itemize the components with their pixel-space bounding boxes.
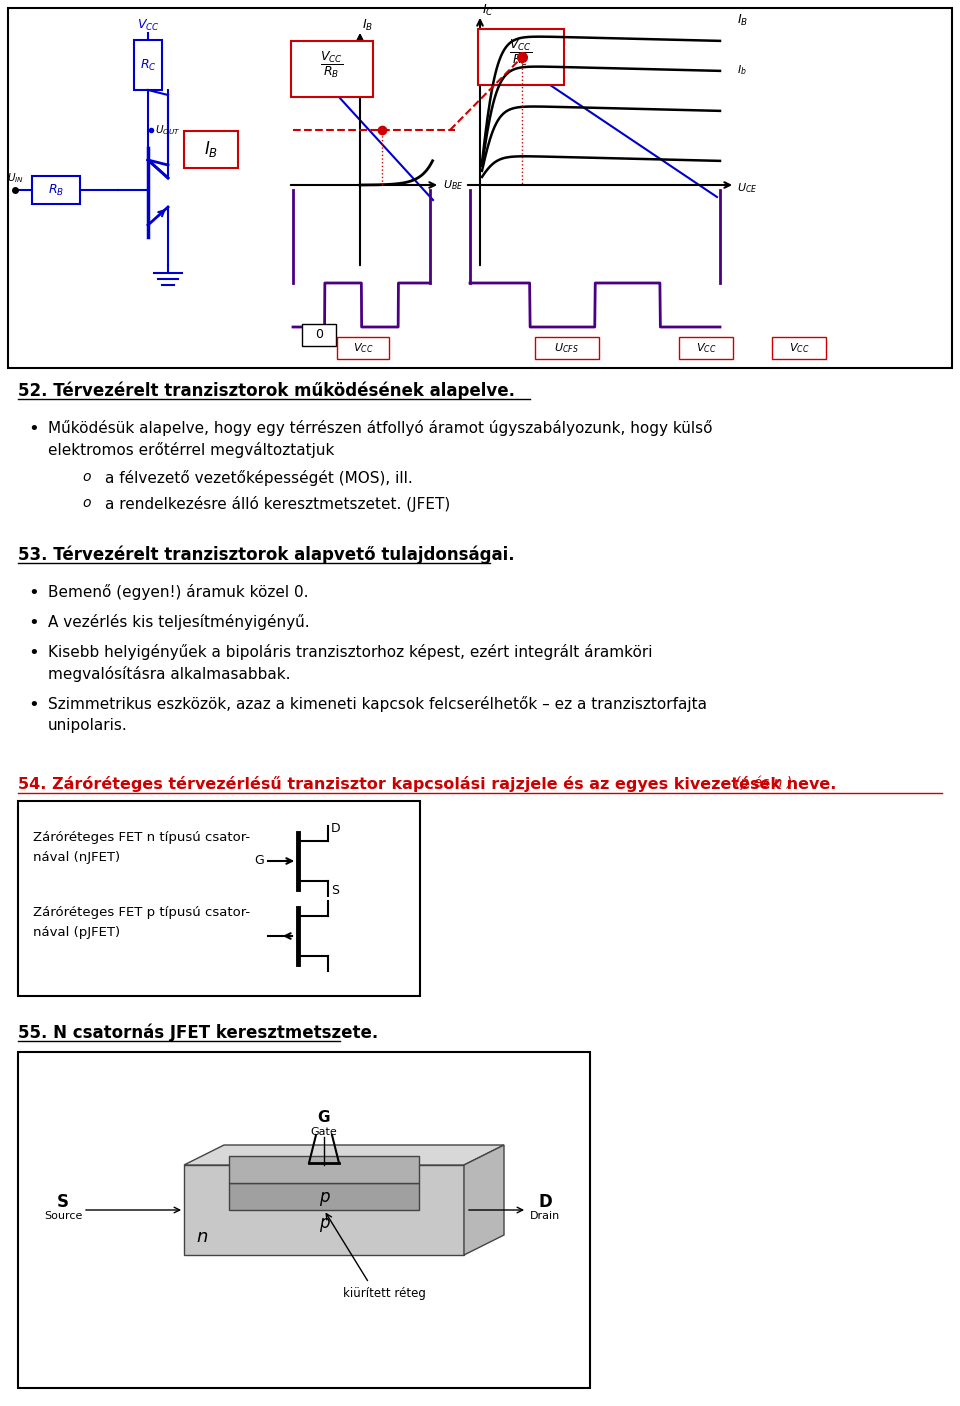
Text: S: S bbox=[331, 884, 339, 897]
Text: •: • bbox=[28, 696, 38, 714]
Bar bbox=[229, 1156, 419, 1182]
Text: a félvezető vezetőképességét (MOS), ill.: a félvezető vezetőképességét (MOS), ill. bbox=[105, 470, 413, 486]
Text: Bemenő (egyen!) áramuk közel 0.: Bemenő (egyen!) áramuk közel 0. bbox=[48, 583, 308, 600]
Text: n: n bbox=[196, 1227, 207, 1246]
Bar bbox=[18, 801, 420, 995]
Text: 0: 0 bbox=[315, 329, 323, 342]
Text: $R_B$: $R_B$ bbox=[48, 183, 64, 198]
Text: $U_{BE}$: $U_{BE}$ bbox=[443, 179, 464, 191]
FancyBboxPatch shape bbox=[679, 337, 733, 359]
FancyBboxPatch shape bbox=[302, 323, 336, 346]
Text: $I_B$: $I_B$ bbox=[204, 139, 218, 159]
Text: $U_{IN}$: $U_{IN}$ bbox=[7, 172, 23, 186]
Text: nával (nJFET): nával (nJFET) bbox=[33, 851, 120, 865]
Text: D: D bbox=[539, 1194, 552, 1211]
Text: 52. Térvezérelt tranzisztorok működésének alapelve.: 52. Térvezérelt tranzisztorok működéséne… bbox=[18, 382, 515, 401]
FancyBboxPatch shape bbox=[337, 337, 389, 359]
Text: S: S bbox=[57, 1194, 69, 1211]
Bar bbox=[18, 1052, 590, 1388]
Text: $U_{OUT}$: $U_{OUT}$ bbox=[155, 124, 180, 136]
Text: a rendelkezésre álló keresztmetszetet. (JFET): a rendelkezésre álló keresztmetszetet. (… bbox=[105, 496, 450, 512]
Text: Szimmetrikus eszközök, azaz a kimeneti kapcsok felcserélhetők – ez a tranzisztor: Szimmetrikus eszközök, azaz a kimeneti k… bbox=[48, 696, 707, 711]
Text: •: • bbox=[28, 644, 38, 662]
Text: •: • bbox=[28, 583, 38, 602]
Text: $V_{CC}$: $V_{CC}$ bbox=[352, 342, 373, 354]
Text: 54. Záróréteges térvezérlésű tranzisztor kapcsolási rajzjele és az egyes kivezet: 54. Záróréteges térvezérlésű tranzisztor… bbox=[18, 776, 836, 792]
Text: megvalósításra alkalmasabbak.: megvalósításra alkalmasabbak. bbox=[48, 666, 291, 682]
Text: o: o bbox=[82, 496, 90, 510]
Text: $\dfrac{V_{CC}}{R_C}$: $\dfrac{V_{CC}}{R_C}$ bbox=[510, 38, 533, 67]
Polygon shape bbox=[184, 1144, 504, 1166]
Polygon shape bbox=[464, 1144, 504, 1256]
Text: •: • bbox=[28, 420, 38, 439]
Bar bbox=[229, 1182, 419, 1211]
Text: $V_{CC}$: $V_{CC}$ bbox=[696, 342, 716, 354]
Text: nával (pJFET): nával (pJFET) bbox=[33, 927, 120, 939]
Text: $U_{CFS}$: $U_{CFS}$ bbox=[555, 342, 579, 354]
Text: •: • bbox=[28, 614, 38, 633]
Text: o: o bbox=[82, 470, 90, 484]
Text: $I_B$: $I_B$ bbox=[362, 17, 373, 32]
Text: $I_C$: $I_C$ bbox=[482, 3, 493, 17]
Text: elektromos erőtérrel megváltoztatjuk: elektromos erőtérrel megváltoztatjuk bbox=[48, 441, 334, 458]
Text: Kisebb helyigényűek a bipoláris tranzisztorhoz képest, ezért integrált áramköri: Kisebb helyigényűek a bipoláris tranzisz… bbox=[48, 644, 653, 659]
Text: G: G bbox=[254, 855, 264, 868]
Text: Záróréteges FET p típusú csator-: Záróréteges FET p típusú csator- bbox=[33, 905, 251, 920]
Text: $I_B$: $I_B$ bbox=[737, 13, 748, 28]
Text: p: p bbox=[319, 1188, 329, 1205]
Text: Drain: Drain bbox=[530, 1211, 560, 1220]
Text: $V_{CC}$: $V_{CC}$ bbox=[136, 17, 159, 32]
FancyBboxPatch shape bbox=[772, 337, 826, 359]
Text: D: D bbox=[331, 821, 341, 835]
FancyBboxPatch shape bbox=[535, 337, 599, 359]
Polygon shape bbox=[184, 1166, 464, 1256]
Text: G: G bbox=[318, 1109, 330, 1125]
Text: $U_{CE}$: $U_{CE}$ bbox=[737, 181, 757, 195]
Text: $\dfrac{V_{CC}}{R_B}$: $\dfrac{V_{CC}}{R_B}$ bbox=[321, 51, 344, 80]
FancyBboxPatch shape bbox=[478, 30, 564, 84]
Text: 55. N csatornás JFET keresztmetszete.: 55. N csatornás JFET keresztmetszete. bbox=[18, 1024, 378, 1042]
Text: Működésük alapelve, hogy egy térrészen átfollyó áramot úgyszabályozunk, hogy kül: Működésük alapelve, hogy egy térrészen á… bbox=[48, 420, 712, 436]
Bar bbox=[134, 39, 162, 90]
Text: $R_C$: $R_C$ bbox=[139, 58, 156, 73]
Text: $I_b$: $I_b$ bbox=[737, 63, 747, 77]
Bar bbox=[8, 8, 952, 368]
Text: p: p bbox=[319, 1215, 329, 1233]
Text: Gate: Gate bbox=[311, 1128, 337, 1137]
Text: Záróréteges FET n típusú csator-: Záróréteges FET n típusú csator- bbox=[33, 831, 251, 844]
Text: unipolaris.: unipolaris. bbox=[48, 718, 128, 733]
Text: $V_{CC}$: $V_{CC}$ bbox=[789, 342, 809, 354]
Text: (p és n ): (p és n ) bbox=[735, 776, 792, 790]
Text: A vezérlés kis teljesítményigényű.: A vezérlés kis teljesítményigényű. bbox=[48, 614, 310, 630]
Text: 53. Térvezérelt tranzisztorok alapvető tulajdonságai.: 53. Térvezérelt tranzisztorok alapvető t… bbox=[18, 546, 515, 564]
FancyBboxPatch shape bbox=[184, 131, 238, 167]
Bar bbox=[32, 176, 80, 204]
Text: kiürített réteg: kiürített réteg bbox=[343, 1286, 425, 1299]
FancyBboxPatch shape bbox=[291, 41, 373, 97]
Text: Source: Source bbox=[44, 1211, 83, 1220]
